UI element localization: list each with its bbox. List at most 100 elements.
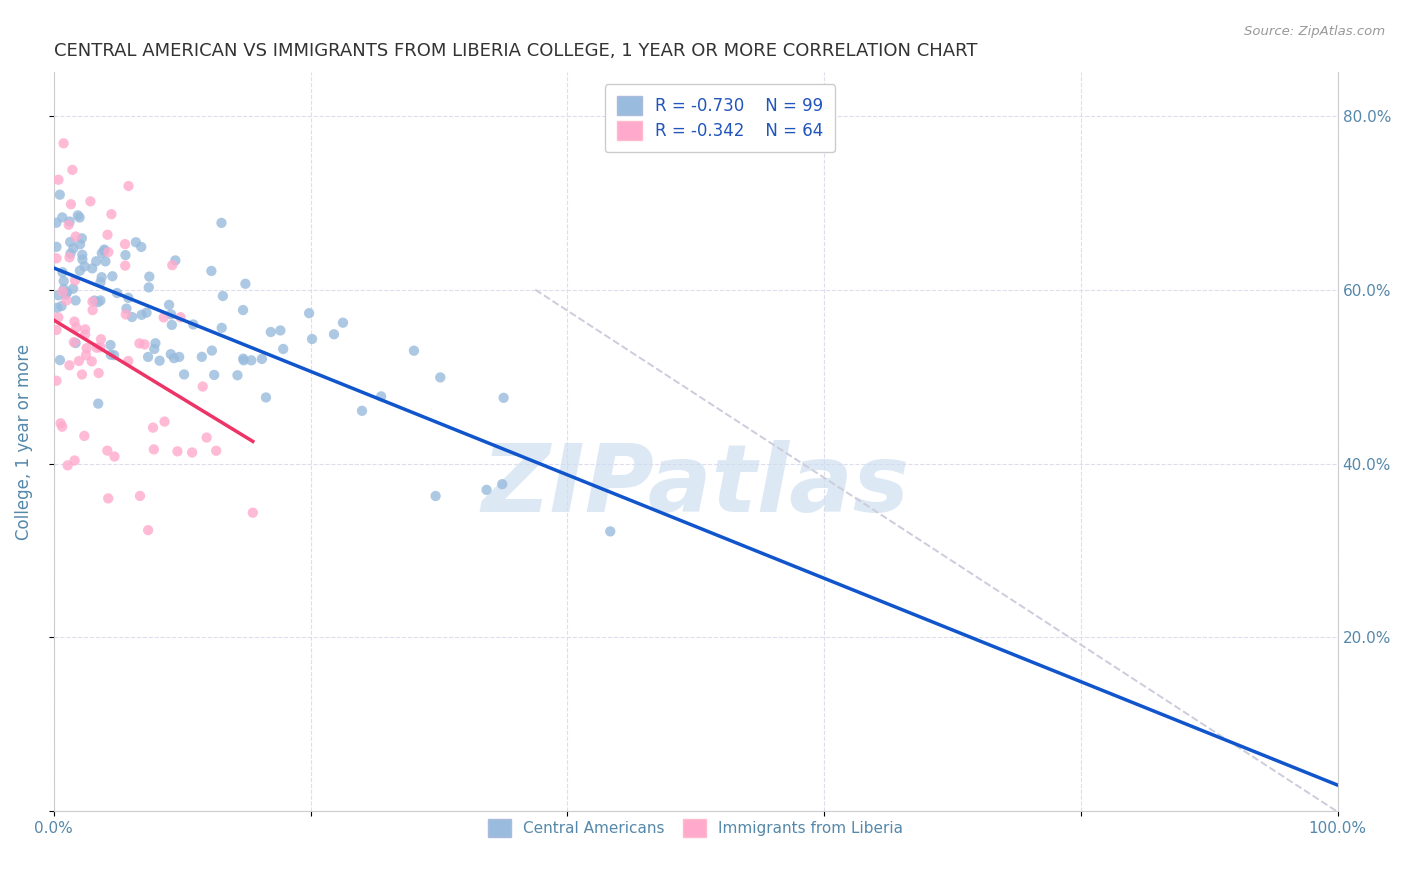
Point	[67, 354, 90, 368]
Point	[201, 343, 224, 358]
Point	[60, 162, 83, 177]
Point	[157, 298, 180, 312]
Point	[166, 444, 188, 458]
Text: CENTRAL AMERICAN VS IMMIGRANTS FROM LIBERIA COLLEGE, 1 YEAR OR MORE CORRELATION : CENTRAL AMERICAN VS IMMIGRANTS FROM LIBE…	[53, 42, 977, 60]
Point	[51, 265, 73, 279]
Point	[63, 273, 86, 287]
Point	[136, 523, 159, 537]
Point	[202, 368, 225, 382]
Point	[97, 491, 120, 506]
Point	[80, 354, 103, 368]
Point	[181, 445, 204, 459]
Point	[200, 264, 222, 278]
Point	[117, 354, 139, 368]
Point	[58, 358, 80, 372]
Point	[52, 274, 75, 288]
Point	[58, 251, 80, 265]
Point	[153, 415, 176, 429]
Point	[298, 306, 321, 320]
Point	[65, 229, 87, 244]
Point	[114, 248, 136, 262]
Point	[59, 197, 82, 211]
Point	[73, 429, 96, 443]
Point	[63, 453, 86, 467]
Point	[211, 216, 233, 230]
Point	[191, 350, 214, 364]
Point	[48, 172, 70, 186]
Point	[90, 332, 112, 346]
Point	[323, 327, 346, 342]
Point	[491, 477, 513, 491]
Point	[66, 208, 89, 222]
Point	[56, 285, 79, 300]
Point	[63, 335, 86, 350]
Point	[63, 314, 86, 328]
Point	[82, 303, 104, 318]
Point	[135, 306, 157, 320]
Point	[70, 231, 93, 245]
Point	[72, 248, 94, 262]
Point	[138, 280, 160, 294]
Point	[49, 353, 72, 368]
Point	[59, 246, 82, 260]
Point	[62, 241, 84, 255]
Text: Source: ZipAtlas.com: Source: ZipAtlas.com	[1244, 25, 1385, 38]
Point	[59, 214, 82, 228]
Point	[59, 235, 82, 249]
Point	[301, 332, 323, 346]
Point	[96, 227, 118, 242]
Point	[89, 293, 111, 308]
Point	[46, 310, 69, 325]
Point	[45, 323, 67, 337]
Point	[87, 295, 110, 310]
Point	[52, 136, 75, 151]
Point	[162, 258, 184, 272]
Point	[195, 431, 218, 445]
Point	[173, 368, 195, 382]
Point	[65, 293, 87, 308]
Point	[100, 348, 122, 362]
Point	[134, 337, 156, 351]
Point	[56, 458, 79, 473]
Point	[46, 301, 69, 315]
Point	[159, 347, 181, 361]
Point	[55, 287, 77, 301]
Point	[136, 350, 159, 364]
Point	[169, 310, 191, 325]
Point	[100, 338, 122, 352]
Point	[45, 252, 67, 266]
Point	[260, 325, 283, 339]
Point	[55, 293, 77, 308]
Point	[131, 308, 153, 322]
Point	[93, 243, 115, 257]
Point	[69, 211, 91, 225]
Point	[72, 252, 94, 267]
Point	[145, 336, 167, 351]
Point	[125, 235, 148, 250]
Point	[599, 524, 621, 539]
Point	[84, 254, 107, 268]
Point	[89, 340, 111, 354]
Point	[89, 275, 111, 289]
Point	[62, 282, 84, 296]
Point	[370, 389, 392, 403]
Point	[492, 391, 515, 405]
Point	[160, 307, 183, 321]
Point	[211, 321, 233, 335]
Point	[142, 420, 165, 434]
Point	[402, 343, 425, 358]
Point	[115, 301, 138, 316]
Point	[121, 310, 143, 324]
Point	[105, 286, 128, 301]
Point	[97, 245, 120, 260]
Point	[51, 299, 73, 313]
Point	[94, 254, 117, 268]
Point	[205, 443, 228, 458]
Point	[117, 291, 139, 305]
Point	[114, 308, 136, 322]
Point	[160, 318, 183, 332]
Point	[65, 320, 87, 334]
Point	[76, 341, 98, 355]
Point	[45, 374, 67, 388]
Point	[117, 179, 139, 194]
